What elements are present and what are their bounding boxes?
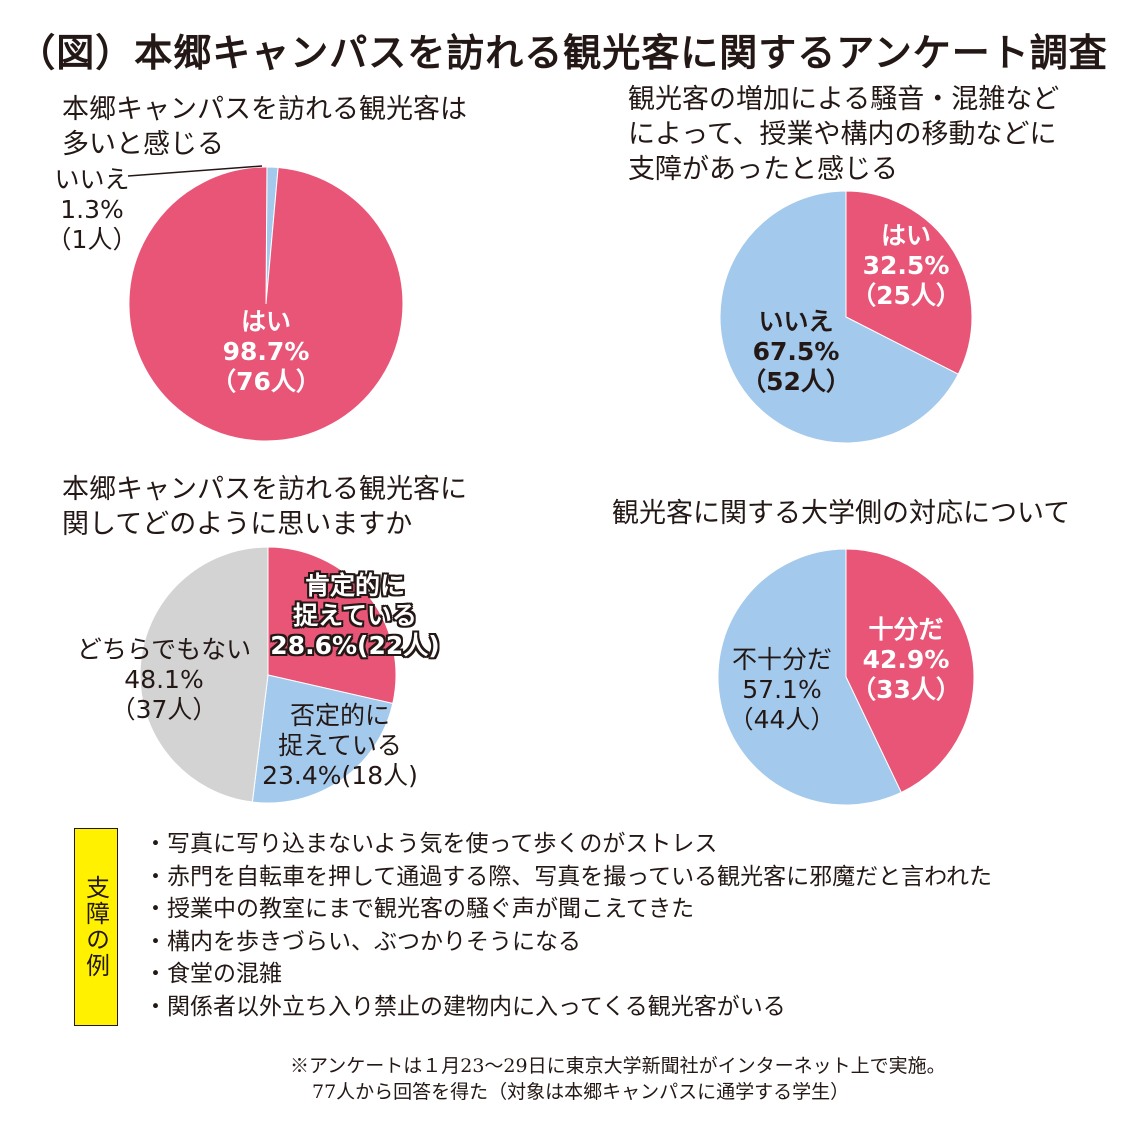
- list-item: 食堂の混雑: [144, 958, 992, 991]
- chart2-slice-yes: [845, 190, 973, 375]
- chart2-slice-no: [719, 190, 959, 444]
- chart1-slice-yes-label: はい 98.7% （76人）: [211, 307, 321, 396]
- chart4-title: 観光客に関する大学側の対応について: [612, 498, 1071, 529]
- chart3-slice-negative: [251, 674, 394, 804]
- page-title: （図）本郷キャンパスを訪れる観光客に関するアンケート調査: [17, 31, 1108, 75]
- footnote: ※アンケートは１月23〜29日に東京大学新聞社がインターネット上で実施。 77人…: [290, 1053, 1090, 1105]
- chart3-slice-positive-label: 肯定的に 捉えている 28.6%(22人): [270, 571, 440, 660]
- chart2-slice-yes-label: はい 32.5% （25人）: [851, 221, 961, 310]
- list-item: 授業中の教室にまで観光客の騒ぐ声が聞こえてきた: [144, 893, 992, 926]
- chart4-slice-notenough: [717, 548, 902, 806]
- list-item: 関係者以外立ち入り禁止の建物内に入ってくる観光客がいる: [144, 991, 992, 1024]
- chart1-slice-no-label: いいえ 1.3% （1人）: [46, 165, 138, 254]
- examples-tag: 支障の例: [74, 828, 118, 1026]
- chart3-slice-positive: [267, 546, 397, 705]
- chart2-title: 観光客の増加による騒音・混雑など によって、授業や構内の移動などに 支障があった…: [628, 84, 1060, 185]
- examples-list: 写真に写り込まないよう気を使って歩くのがストレス 赤門を自転車を押して通過する際…: [144, 828, 992, 1024]
- chart4-slice-enough-label: 十分だ 42.9% （33人）: [851, 615, 961, 704]
- examples-section: 支障の例 写真に写り込まないよう気を使って歩くのがストレス 赤門を自転車を押して…: [74, 828, 1074, 1026]
- list-item: 構内を歩きづらい、ぶつかりそうになる: [144, 926, 992, 959]
- chart1-slice-yes: [128, 166, 404, 442]
- list-item: 写真に写り込まないよう気を使って歩くのがストレス: [144, 828, 992, 861]
- chart2-slice-no-label: いいえ 67.5% （52人）: [741, 307, 851, 396]
- footnote-line-2: 77人から回答を得た（対象は本郷キャンパスに通学する学生）: [312, 1081, 850, 1103]
- chart4-slice-notenough-label: 不十分だ 57.1% （44人）: [728, 645, 836, 734]
- chart3-slice-neutral: [139, 546, 269, 803]
- chart4-slice-enough: [845, 548, 975, 794]
- chart3-slice-neutral-label: どちらでもない 48.1% （37人）: [76, 635, 252, 724]
- chart3-title: 本郷キャンパスを訪れる観光客に 関してどのように思いますか: [62, 474, 467, 540]
- list-item: 赤門を自転車を押して通過する際、写真を撮っている観光客に邪魔だと言われた: [144, 861, 992, 894]
- footnote-line-1: ※アンケートは１月23〜29日に東京大学新聞社がインターネット上で実施。: [290, 1055, 946, 1077]
- chart1-leader-line: [127, 165, 263, 177]
- chart3-slice-negative-label: 否定的に 捉えている 23.4%(18人): [262, 701, 418, 790]
- chart1-title: 本郷キャンパスを訪れる観光客は 多いと感じる: [62, 94, 467, 160]
